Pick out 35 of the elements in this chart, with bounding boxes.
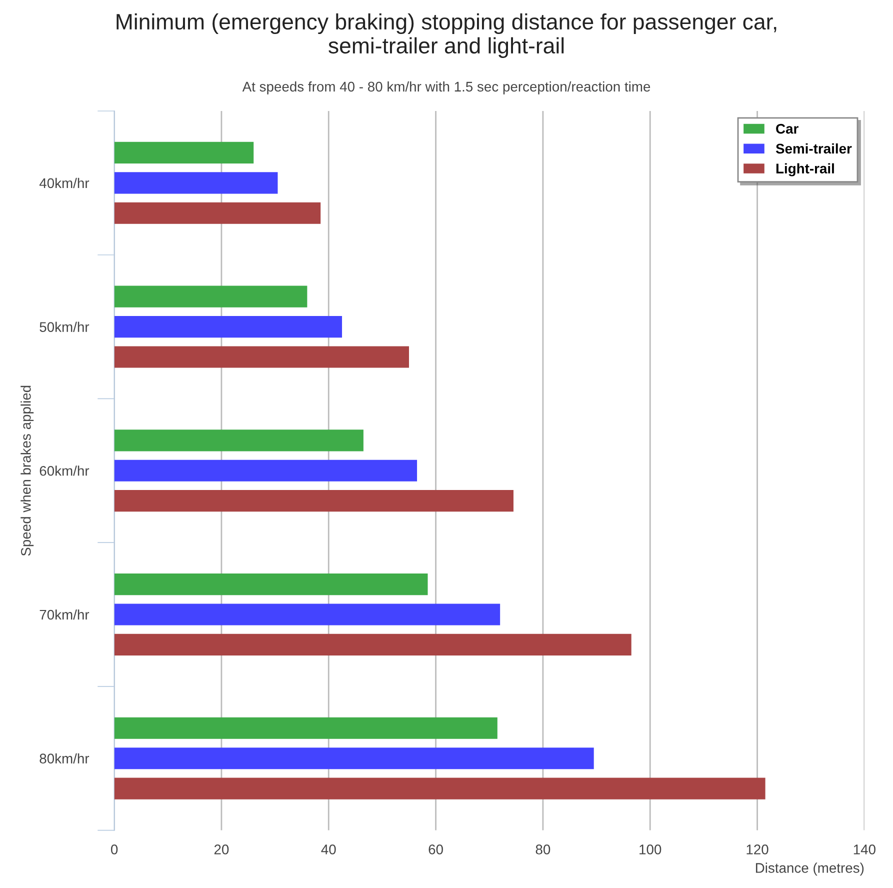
bar (114, 490, 514, 512)
x-tick-label: 40 (321, 844, 336, 854)
bar (114, 604, 500, 626)
x-tick-label: 120 (746, 844, 768, 854)
bar (114, 717, 498, 739)
bar (114, 286, 308, 308)
x-axis-title: Distance (metres) (756, 862, 864, 876)
x-tick-label: 80 (536, 844, 550, 854)
legend-label: Semi-trailer (776, 143, 852, 154)
chart-subtitle: At speeds from 40 - 80 km/hr with 1.5 sec perception/reaction time (242, 81, 650, 94)
bar (114, 346, 409, 368)
x-tick-label: 60 (428, 844, 443, 854)
x-tick-label: 20 (214, 844, 229, 854)
bar (114, 172, 278, 194)
bar (114, 778, 766, 800)
bar (114, 748, 594, 770)
bar (114, 573, 428, 596)
y-axis-title: Speed when brakes applied (20, 386, 34, 556)
bar (114, 460, 418, 482)
chart-title: Minimum (emergency braking) stopping distance for passenger car, semi-trailer and light-rail (116, 13, 776, 58)
bar (114, 316, 342, 338)
legend-label: Light-rail (776, 163, 834, 176)
bar (114, 202, 321, 224)
y-tick-label: 60km/hr (40, 466, 90, 476)
bar (114, 142, 254, 164)
legend-label: Car (776, 124, 798, 134)
x-tick-label: 140 (854, 844, 876, 854)
bar (114, 634, 632, 656)
y-tick-label: 70km/hr (40, 609, 90, 620)
y-tick-label: 40km/hr (39, 178, 90, 188)
y-tick-label: 50km/hr (40, 322, 90, 332)
y-tick-label: 80km/hr (40, 753, 90, 764)
x-tick-label: 0 (110, 844, 118, 854)
x-tick-label: 100 (640, 844, 662, 854)
bar (114, 430, 364, 452)
